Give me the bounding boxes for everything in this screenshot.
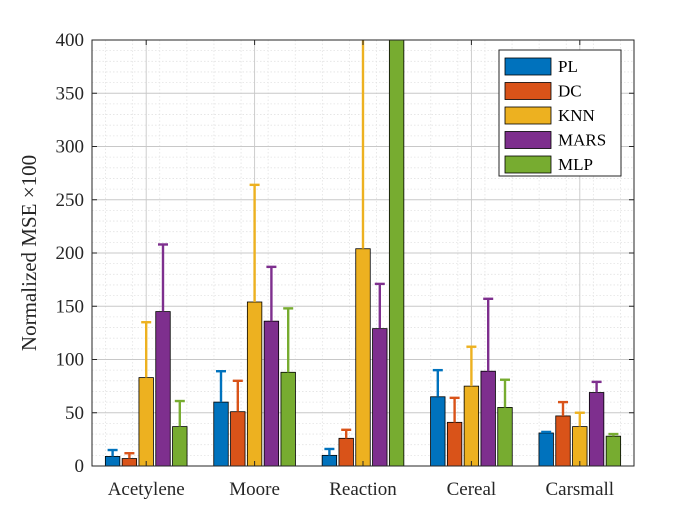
bar-mlp-acetylene: [172, 426, 188, 467]
bar-dc-acetylene: [121, 458, 138, 467]
bar-pl-carsmall: [538, 432, 554, 467]
y-tick-label: 300: [56, 137, 85, 158]
legend-swatch-pl: [504, 57, 552, 76]
x-tick-label-moore: Moore: [229, 479, 280, 500]
legend-label-knn: KNN: [558, 106, 595, 125]
y-tick-label: 350: [56, 83, 85, 104]
bar-mlp-carsmall: [605, 435, 622, 467]
bar-pl-acetylene: [104, 456, 121, 467]
x-tick-label-reaction: Reaction: [329, 479, 397, 500]
axis-ticks: 0 50 100 150 200 250 300 350 400 Acetylene Moore Re…: [56, 30, 634, 500]
legend-swatch-mlp: [504, 155, 552, 174]
bar-mars-cereal: [480, 370, 496, 467]
y-tick-label: 100: [56, 350, 85, 371]
y-tick-label: 50: [65, 403, 84, 424]
error-bars: [107, 40, 619, 459]
bar-dc-moore: [230, 411, 246, 467]
bar-pl-cereal: [430, 396, 446, 467]
legend-swatch-knn: [504, 106, 552, 125]
legend-swatch-mars: [504, 131, 552, 149]
bar-mlp-moore: [280, 371, 296, 467]
y-tick-label: 400: [56, 30, 85, 51]
legend-swatch-dc: [504, 82, 552, 100]
bar-knn-acetylene: [138, 377, 154, 467]
y-axis-label: Normalized MSE ×100: [17, 155, 41, 351]
legend-label-mlp: MLP: [558, 155, 593, 174]
bar-knn-moore: [246, 301, 263, 467]
bar-mlp-reaction: [388, 39, 405, 467]
legend-label-pl: PL: [558, 57, 578, 76]
y-tick-label: 150: [56, 296, 85, 317]
y-tick-label: 200: [56, 243, 85, 264]
bar-pl-moore: [213, 401, 229, 467]
legend: PL DC KNN MARS MLP: [498, 49, 622, 177]
x-tick-label-carsmall: Carsmall: [545, 479, 614, 500]
bar-dc-carsmall: [555, 415, 571, 467]
legend-label-dc: DC: [558, 82, 582, 101]
bar-knn-carsmall: [572, 426, 588, 467]
bar-knn-reaction: [355, 248, 371, 467]
bar-dc-cereal: [446, 421, 463, 467]
bar-dc-reaction: [338, 437, 354, 467]
bar-mars-moore: [263, 320, 280, 467]
y-tick-label: 250: [56, 190, 85, 211]
bar-mars-carsmall: [588, 392, 605, 467]
y-tick-label: 0: [75, 456, 85, 477]
bar-pl-reaction: [321, 454, 338, 467]
bar-mlp-cereal: [497, 407, 513, 467]
x-tick-label-acetylene: Acetylene: [108, 479, 185, 500]
bar-knn-cereal: [463, 385, 480, 467]
legend-label-mars: MARS: [558, 131, 606, 150]
bar-mars-reaction: [372, 328, 388, 467]
x-tick-label-cereal: Cereal: [447, 479, 497, 500]
bar-mars-acetylene: [155, 311, 171, 467]
